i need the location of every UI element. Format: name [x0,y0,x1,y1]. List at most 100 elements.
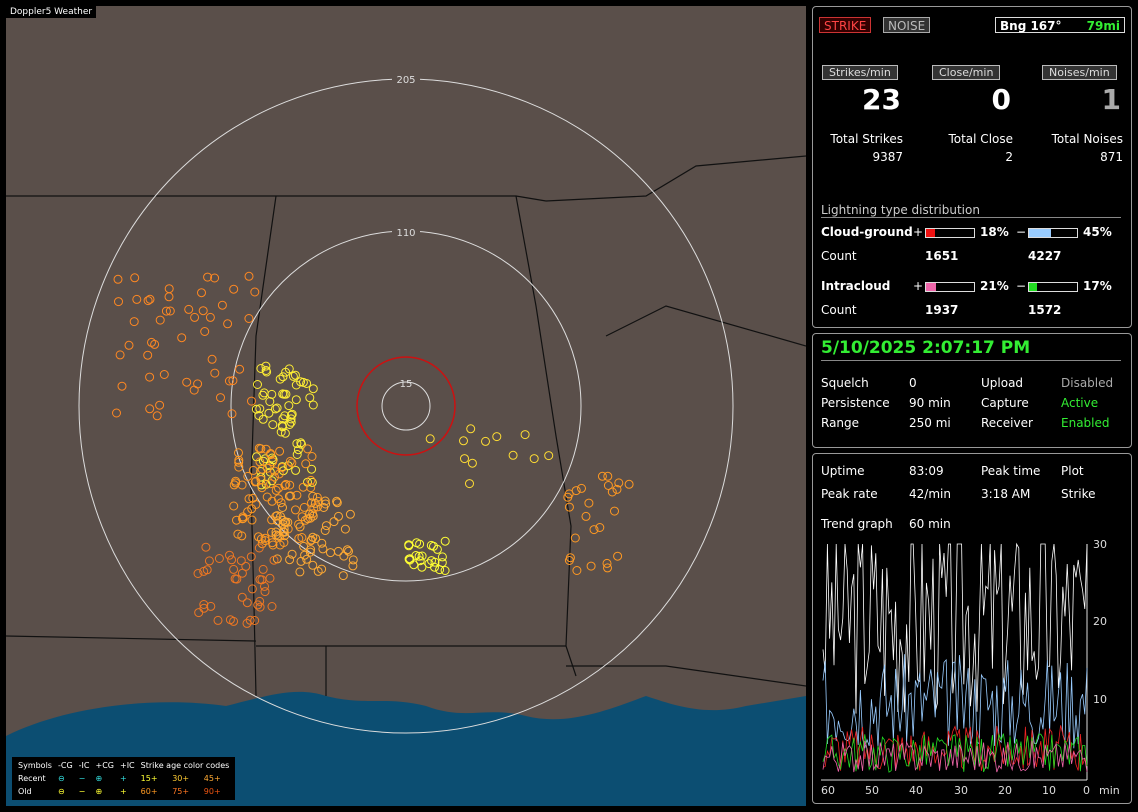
strike-marker [190,312,200,322]
legend-header-neg-cg: -CG [57,761,73,770]
plot-value[interactable]: Strike [1061,487,1096,501]
ic-neg-count: 1572 [1028,303,1062,317]
noises-per-min-label[interactable]: Noises/min [1042,65,1117,80]
persistence-value[interactable]: 90 min [909,396,951,410]
legend-old-pos-cg-icon: ⊕ [95,787,103,796]
strike-legend: Symbols -CG -IC +CG +IC Strike age color… [12,757,236,800]
legend-age-60: 60+ [140,787,158,796]
strike-marker [348,555,358,565]
strike-marker [210,368,220,378]
strike-marker [189,385,199,395]
strike-marker [293,445,303,455]
strike-marker [229,501,239,511]
strike-marker [264,408,274,418]
strike-marker [246,552,256,562]
strike-marker [230,574,240,584]
strike-marker [345,509,355,519]
strike-marker [129,317,139,327]
strike-marker [610,506,619,516]
strike-marker [277,421,287,430]
strike-marker [307,452,317,461]
strike-marker [459,436,468,446]
receiver-value[interactable]: Enabled [1061,416,1110,430]
trend-x-tick-50: 50 [865,784,879,797]
strike-marker [305,547,315,557]
capture-value[interactable]: Active [1061,396,1099,410]
strike-marker [285,420,295,429]
strike-marker [612,484,622,494]
squelch-value[interactable]: 0 [909,376,917,390]
strike-marker [300,550,310,560]
strikes-per-min-label[interactable]: Strikes/min [822,65,898,80]
settings-panel: 5/10/2025 2:07:17 PM Squelch 0 Persisten… [812,333,1132,448]
strike-marker [460,454,469,464]
strike-indicator[interactable]: STRIKE [819,17,872,33]
cg-pos-count: 1651 [925,249,959,263]
strike-marker [278,372,288,382]
strike-marker [300,515,310,525]
strike-marker [266,450,276,460]
strike-marker [603,471,613,481]
close-per-min-label[interactable]: Close/min [932,65,1001,80]
strike-stats-panel: STRIKE NOISE Bng 167° 79mi Strikes/min C… [812,6,1132,328]
range-value[interactable]: 250 mi [909,416,951,430]
strike-marker [247,396,256,406]
trend-graph-value[interactable]: 60 min [909,517,951,531]
strike-markers [112,271,634,628]
strike-marker [145,372,155,382]
strike-marker [333,546,343,556]
ic-neg-bar-fill [1029,283,1038,291]
strike-marker [312,492,322,502]
trend-x-tick-20: 20 [998,784,1012,797]
strike-marker [613,551,623,561]
strike-marker [251,404,261,414]
strike-marker [245,615,255,625]
bearing-label: Bng 167° [1000,19,1062,33]
strike-marker [308,400,318,410]
strike-marker [326,548,335,558]
strike-marker [595,523,605,532]
strike-marker [194,608,204,618]
strike-marker [214,554,224,563]
strike-marker [253,600,263,610]
cg-pos-bar-fill [926,229,935,237]
strike-marker [285,456,295,466]
strike-marker [247,515,257,525]
map-canvas: 205 110 15 [6,73,806,806]
strike-marker [317,538,327,548]
strike-marker [295,522,305,532]
trend-y-tick-30: 30 [1093,538,1107,551]
noise-indicator[interactable]: NOISE [883,17,931,33]
strike-marker [124,340,134,350]
strike-marker [256,534,266,544]
strike-marker [276,512,285,521]
cg-plus-sign: + [913,225,924,239]
trend-trace [822,542,1088,714]
legend-recent-neg-cg-icon: ⊖ [57,774,65,783]
total-noises-value: 871 [1100,150,1123,164]
strike-marker [286,410,296,420]
total-strikes-label: Total Strikes [830,132,903,146]
strike-marker [565,553,575,563]
strike-marker [271,485,281,495]
lightning-map[interactable]: 205 110 15 Doppler5 Weather Symbols -CG … [6,6,806,806]
strike-marker [237,480,247,490]
upload-value[interactable]: Disabled [1061,376,1114,390]
strike-marker [260,533,270,543]
strike-marker [298,377,308,387]
strike-marker [318,544,328,554]
strike-marker [285,555,295,565]
strike-marker [342,545,352,555]
strike-marker [432,544,442,554]
strike-marker [564,502,574,512]
strike-marker [308,384,318,394]
strike-marker [276,427,286,437]
trend-graph: 30 20 10 60 50 40 30 20 10 0 min [821,538,1120,797]
uptime-label: Uptime [821,464,865,478]
cg-count-label: Count [821,249,857,263]
strike-marker [415,556,425,566]
strike-marker [308,491,318,501]
strike-marker [261,366,271,375]
strike-marker [150,339,160,349]
strike-marker [143,296,153,306]
